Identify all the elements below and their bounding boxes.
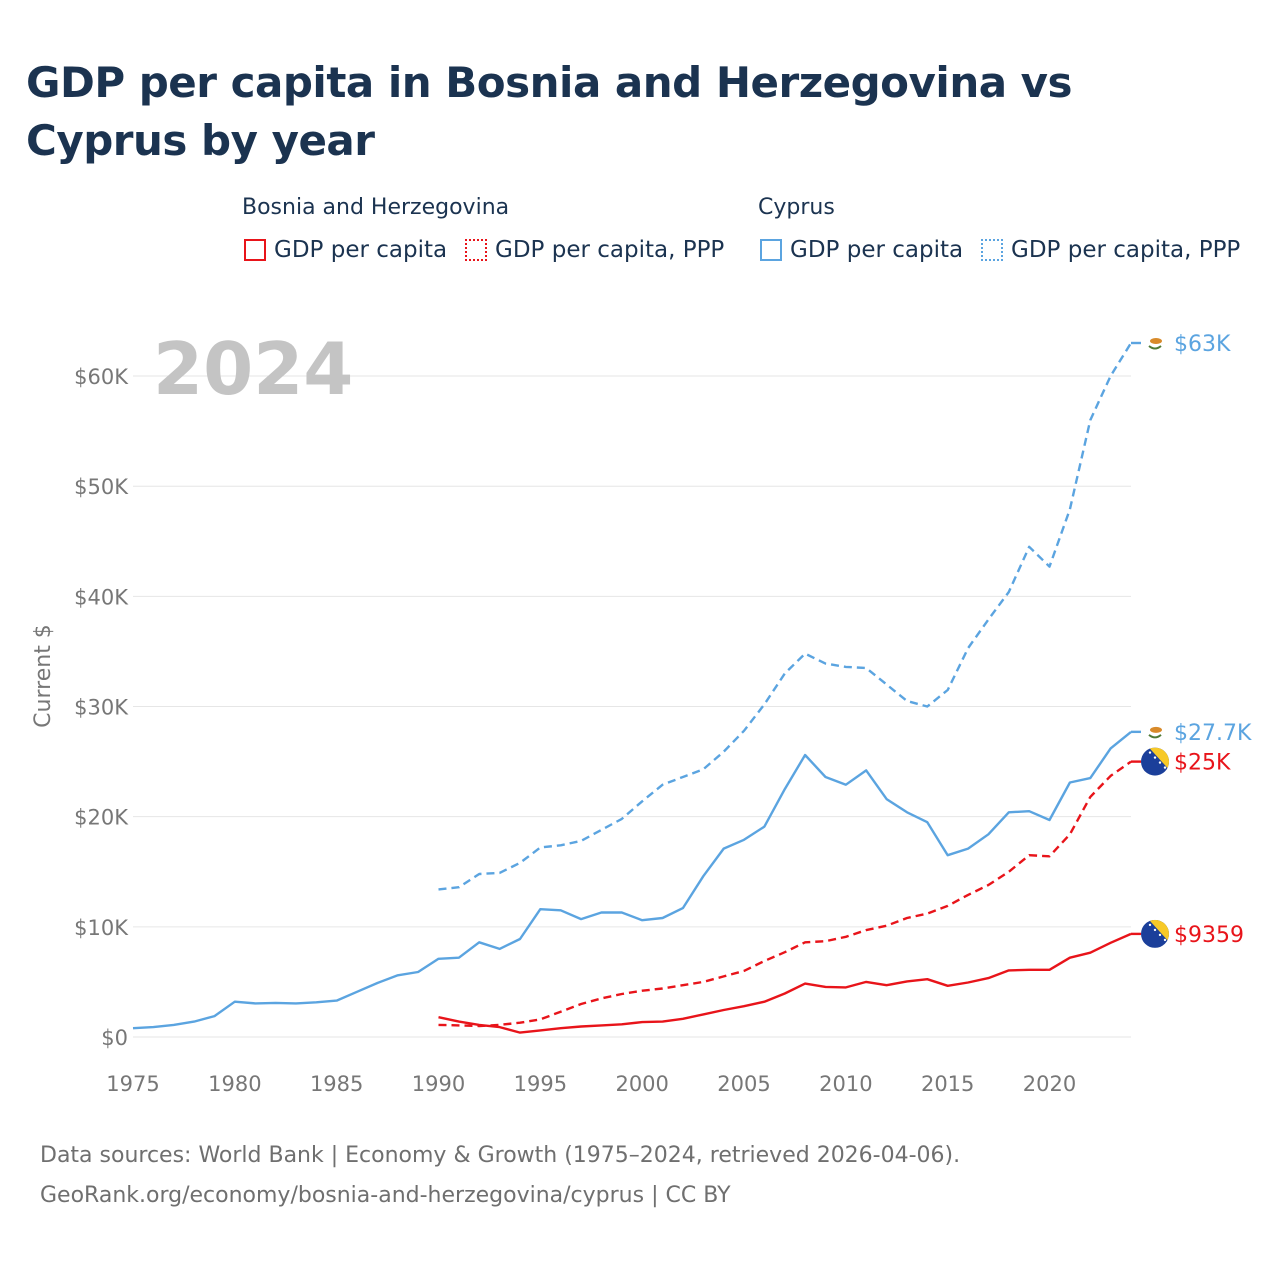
end-value-label: $25K <box>1174 751 1231 776</box>
footer-source: Data sources: World Bank | Economy & Gro… <box>40 1143 961 1168</box>
flag-star <box>1153 928 1157 932</box>
flag-island <box>1150 338 1162 344</box>
flag-star <box>1158 761 1162 764</box>
bosnia-flag-icon <box>1141 747 1169 776</box>
series-line <box>438 342 1133 891</box>
series-lines <box>132 342 1133 1034</box>
flag-olive-branch <box>1148 345 1162 350</box>
legend-group-bosnia: Bosnia and Herzegovina <box>242 195 510 220</box>
y-tick-label: $10K <box>74 916 129 940</box>
end-value-label: $9359 <box>1174 923 1244 948</box>
legend-label: GDP per capita <box>790 237 964 263</box>
grid-lines <box>133 375 1131 1038</box>
y-tick-label: $40K <box>74 585 129 609</box>
flag-star <box>1158 933 1162 937</box>
legend-item-bosnia-gdp[interactable]: GDP per capita <box>244 237 447 263</box>
y-tick-label: $0 <box>101 1026 128 1050</box>
x-tick-label: 1990 <box>412 1072 465 1096</box>
y-tick-label: $20K <box>74 806 129 830</box>
legend-label: GDP per capita <box>274 237 448 263</box>
y-tick-label: $30K <box>74 696 129 720</box>
legend-label: GDP per capita, PPP <box>495 237 725 263</box>
series-line <box>132 730 1132 1030</box>
x-tick-label: 1975 <box>106 1072 159 1096</box>
legend-group-cyprus: Cyprus <box>758 195 835 220</box>
end-value-label: $63K <box>1174 332 1231 357</box>
legend-swatch-solid-red <box>244 239 266 261</box>
end-labels: $63K $27.7K $25K $9359 <box>1131 332 1252 948</box>
x-tick-label: 2005 <box>717 1072 770 1096</box>
y-axis: $0 $10K $20K $30K $40K $50K $60K <box>74 365 129 1050</box>
x-tick-label: 2000 <box>615 1072 668 1096</box>
bosnia-flag-icon <box>1141 919 1169 948</box>
x-tick-label: 2020 <box>1023 1072 1076 1096</box>
flag-star <box>1163 938 1167 942</box>
cyprus-flag-icon <box>1146 722 1164 741</box>
flag-star <box>1148 751 1152 754</box>
legend-item-bosnia-gdp-ppp[interactable]: GDP per capita, PPP <box>465 237 724 263</box>
end-value-label: $27.7K <box>1174 721 1252 746</box>
flag-star <box>1163 766 1167 769</box>
line-chart: 2024 $0 $10K $20K $30K $40K $50K $60K 1975 1980… <box>31 327 1252 1096</box>
x-tick-label: 1985 <box>310 1072 363 1096</box>
legend-swatch-solid-blue <box>760 239 782 261</box>
x-tick-label: 1995 <box>514 1072 567 1096</box>
legend-swatch-dotted-red <box>465 239 487 261</box>
flag-star <box>1148 923 1152 927</box>
x-tick-label: 2015 <box>921 1072 974 1096</box>
y-tick-label: $60K <box>74 365 129 389</box>
x-tick-label: 2010 <box>819 1072 872 1096</box>
chart-title: GDP per capita in Bosnia and Herzegovina… <box>26 58 1073 165</box>
footer-link[interactable]: GeoRank.org/economy/bosnia-and-herzegovi… <box>40 1183 731 1208</box>
flag-triangle <box>1149 747 1169 770</box>
year-watermark: 2024 <box>153 327 353 411</box>
flag-star <box>1153 756 1157 759</box>
series-line <box>438 932 1132 1034</box>
footer: Data sources: World Bank | Economy & Gro… <box>40 1136 960 1216</box>
y-axis-label: Current $ <box>31 624 56 728</box>
legend-item-cyprus-gdp-ppp[interactable]: GDP per capita, PPP <box>981 237 1240 263</box>
y-tick-label: $50K <box>74 475 129 499</box>
series-line <box>438 760 1132 1028</box>
legend-swatch-dotted-blue <box>981 239 1003 261</box>
x-tick-label: 1980 <box>208 1072 261 1096</box>
flag-olive-branch <box>1148 734 1162 739</box>
flag-triangle <box>1149 919 1169 942</box>
flag-island <box>1150 726 1162 733</box>
legend-item-cyprus-gdp[interactable]: GDP per capita <box>760 237 963 263</box>
cyprus-flag-icon <box>1146 334 1164 352</box>
x-axis: 1975 1980 1985 1990 1995 2000 2005 2010 2015 2020 <box>106 1072 1076 1096</box>
legend-label: GDP per capita, PPP <box>1011 237 1241 263</box>
